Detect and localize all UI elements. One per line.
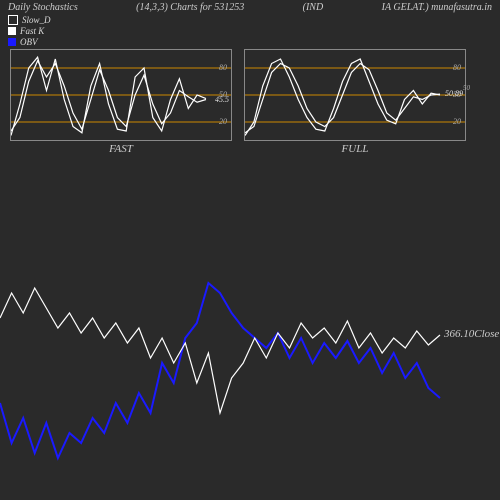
title-right2: IA GELAT.) munafasutra.in (382, 2, 492, 13)
stoch-full-container: 20508050.8950 FULL (244, 49, 466, 155)
title-mid: (14,3,3) Charts for 531253 (136, 2, 244, 13)
tick-label: 80 (453, 63, 461, 72)
stoch-label-fast: FAST (10, 143, 232, 155)
close-price-label: 366.10Close (444, 328, 499, 340)
legend-box-obv (8, 38, 16, 46)
legend-label-slow-d: Slow_D (22, 15, 51, 26)
tick-label: 20 (219, 117, 227, 126)
legend-fast-k: Fast K (8, 26, 492, 37)
main-chart: 366.10Close (0, 163, 500, 473)
legend-label-fast-k: Fast K (20, 26, 44, 37)
legend: Slow_D Fast K OBV (0, 15, 500, 47)
title-left: Daily Stochastics (8, 2, 78, 13)
title-right1: (IND (303, 2, 324, 13)
stoch-panel-fast: 20508045.5 (10, 49, 232, 141)
stochastic-panels: 20508045.5 FAST 20508050.8950 FULL (0, 47, 500, 155)
legend-box-fast-k (8, 27, 16, 35)
tick-label: 80 (219, 63, 227, 72)
last-value-label: 50.89 (445, 89, 463, 98)
legend-box-slow-d (8, 15, 18, 25)
legend-label-obv: OBV (20, 37, 38, 48)
last-value-label-2: 50 (463, 84, 470, 92)
stoch-label-full: FULL (244, 143, 466, 155)
stoch-fast-container: 20508045.5 FAST (10, 49, 232, 155)
chart-header: Daily Stochastics (14,3,3) Charts for 53… (0, 0, 500, 15)
stoch-panel-full: 20508050.8950 (244, 49, 466, 141)
tick-label: 20 (453, 117, 461, 126)
last-value-label: 45.5 (215, 95, 229, 104)
legend-obv: OBV (8, 37, 492, 48)
legend-slow-d: Slow_D (8, 15, 492, 26)
